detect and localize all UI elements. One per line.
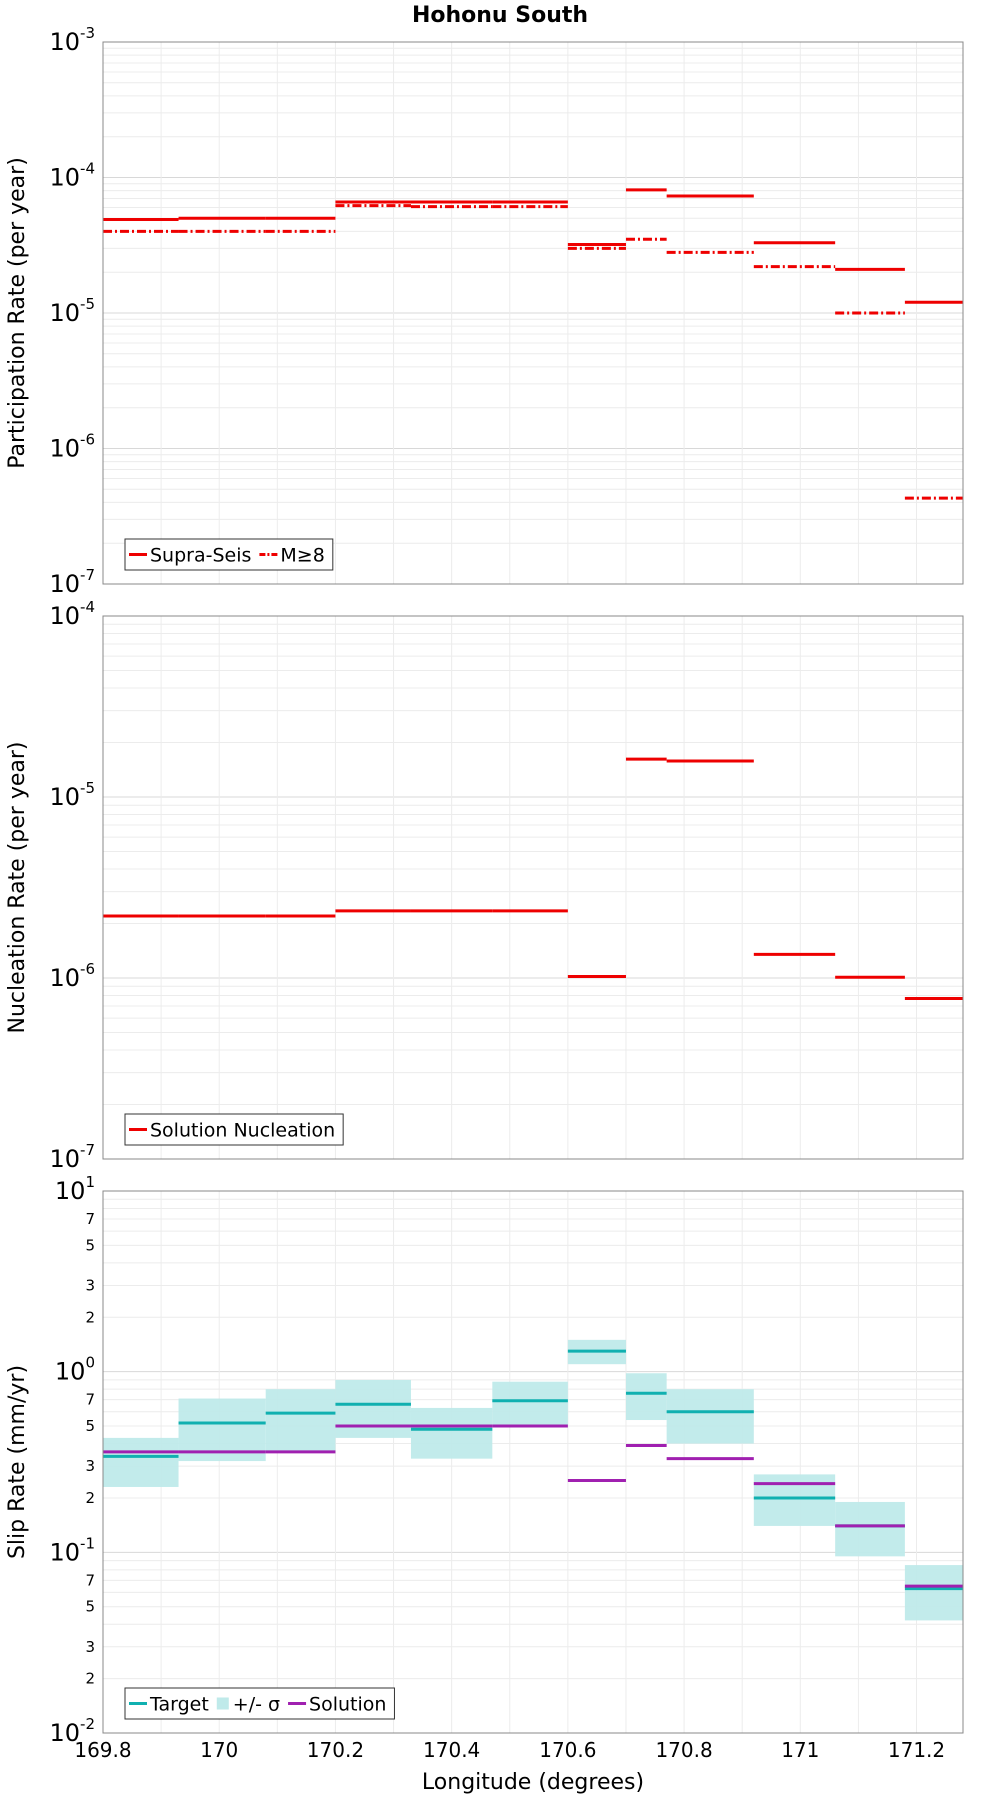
y-tick-exponent: 1 <box>85 1173 95 1191</box>
y-tick-label: 10-3 <box>49 24 95 56</box>
y-tick-label: 10-2 <box>49 1715 95 1747</box>
y-tick-exponent: -4 <box>80 598 95 616</box>
x-tick-label: 170.8 <box>655 1738 712 1762</box>
y-minor-tick-label: 2 <box>85 1308 95 1326</box>
figure-title: Hohonu South <box>412 3 588 28</box>
y-tick-label: 10-6 <box>49 960 95 992</box>
y-tick-labels: 10-7 10-6 10-5 10-4 10-3 <box>49 24 95 598</box>
y-tick-label: 10-6 <box>49 431 95 463</box>
x-tick-label: 171 <box>781 1738 819 1762</box>
y-tick-labels: 10-7 10-6 10-5 10-4 <box>49 598 95 1173</box>
legend-box <box>124 1687 395 1720</box>
sigma-band <box>492 1381 568 1427</box>
series-solution-nucleation <box>103 757 963 1001</box>
series-m-8 <box>103 204 963 500</box>
x-tick-label: 170.2 <box>307 1738 364 1762</box>
y-minor-tick-label: 5 <box>85 1417 95 1435</box>
y-tick-label: 10-5 <box>49 779 95 811</box>
y-tick-exponent: -2 <box>80 1715 95 1733</box>
series-- <box>103 1339 963 1621</box>
y-minor-tick-label: 2 <box>85 1489 95 1507</box>
legend-entry: Solution Nucleation <box>150 1120 335 1142</box>
x-axis-label: Longitude (degrees) <box>422 1770 644 1795</box>
y-tick-exponent: -1 <box>80 1534 95 1552</box>
legend: Supra-Seis M≥8 <box>124 538 334 571</box>
y-tick-exponent: -7 <box>80 1141 95 1159</box>
legend-box <box>124 1113 344 1146</box>
legend-entry: +/- σ <box>233 1694 280 1716</box>
legend-entry: Solution <box>309 1694 386 1716</box>
y-minor-tick-label: 5 <box>85 1236 95 1254</box>
y-axis-label: Slip Rate (mm/yr) <box>5 1365 30 1559</box>
grid <box>102 1191 963 1734</box>
x-tick-label: 170 <box>200 1738 238 1762</box>
series-target <box>103 1349 963 1591</box>
y-tick-exponent: 0 <box>85 1354 95 1372</box>
y-minor-tick-label: 3 <box>85 1638 95 1656</box>
x-tick-label: 169.8 <box>74 1738 131 1762</box>
participation-rate-panel: 10-7 10-6 10-5 10-4 10-3 Participation Rate (… <box>5 24 964 598</box>
y-minor-tick-label: 7 <box>85 1210 95 1228</box>
y-axis-label: Participation Rate (per year) <box>5 157 30 469</box>
sigma-band <box>753 1474 836 1526</box>
y-tick-label: 10-7 <box>49 566 95 598</box>
legend-entry: Supra-Seis <box>150 545 251 567</box>
x-tick-label: 170.6 <box>539 1738 596 1762</box>
plot-frame <box>102 1190 964 1734</box>
legend-swatch <box>216 1697 229 1710</box>
sigma-band <box>904 1565 963 1621</box>
y-minor-tick-label: 7 <box>85 1391 95 1409</box>
y-tick-exponent: -6 <box>80 431 95 449</box>
x-tick-label: 170.4 <box>423 1738 480 1762</box>
series-supra-seis <box>103 188 963 304</box>
y-axis-label: Nucleation Rate (per year) <box>5 742 30 1034</box>
y-tick-exponent: -5 <box>80 779 95 797</box>
sigma-band <box>625 1373 667 1421</box>
y-minor-tick-label: 3 <box>85 1276 95 1294</box>
y-tick-label: 10-1 <box>49 1534 95 1566</box>
y-tick-exponent: -5 <box>80 295 95 313</box>
y-minor-tick-label: 5 <box>85 1598 95 1616</box>
nucleation-rate-panel: 10-7 10-6 10-5 10-4 Nucleation Rate (per yea… <box>5 598 964 1173</box>
legend: Target +/- σ Solution <box>124 1687 395 1720</box>
y-minor-tick-label: 7 <box>85 1571 95 1589</box>
y-tick-label: 10-7 <box>49 1141 95 1173</box>
legend: Solution Nucleation <box>124 1113 344 1146</box>
y-tick-exponent: -7 <box>80 566 95 584</box>
sigma-band <box>835 1501 905 1557</box>
grid <box>102 42 963 585</box>
sigma-band <box>666 1389 754 1444</box>
sigma-band <box>103 1437 179 1487</box>
plot-frame <box>102 615 964 1160</box>
y-tick-exponent: -6 <box>80 960 95 978</box>
y-minor-tick-label: 3 <box>85 1457 95 1475</box>
legend-entry: M≥8 <box>280 545 324 567</box>
x-tick-label: 171.2 <box>888 1738 945 1762</box>
grid <box>102 616 963 1160</box>
y-tick-exponent: -3 <box>80 24 95 42</box>
y-tick-label: 101 <box>55 1173 95 1205</box>
y-tick-label: 100 <box>55 1354 95 1386</box>
y-tick-label: 10-4 <box>49 160 95 192</box>
y-tick-label: 10-5 <box>49 295 95 327</box>
x-tick-labels: 169.8 170 170.2 170.4 170.6 170.8 171 171.2 <box>74 1738 945 1762</box>
series-solution <box>103 1424 963 1588</box>
sigma-band <box>410 1407 493 1459</box>
legend-entry: Target <box>149 1694 209 1716</box>
y-tick-exponent: -4 <box>80 160 95 178</box>
plot-frame <box>102 41 964 585</box>
sigma-band <box>265 1389 336 1452</box>
y-tick-label: 10-4 <box>49 598 95 630</box>
y-minor-tick-label: 2 <box>85 1670 95 1688</box>
sigma-band <box>335 1379 411 1438</box>
legend-box <box>124 538 334 571</box>
